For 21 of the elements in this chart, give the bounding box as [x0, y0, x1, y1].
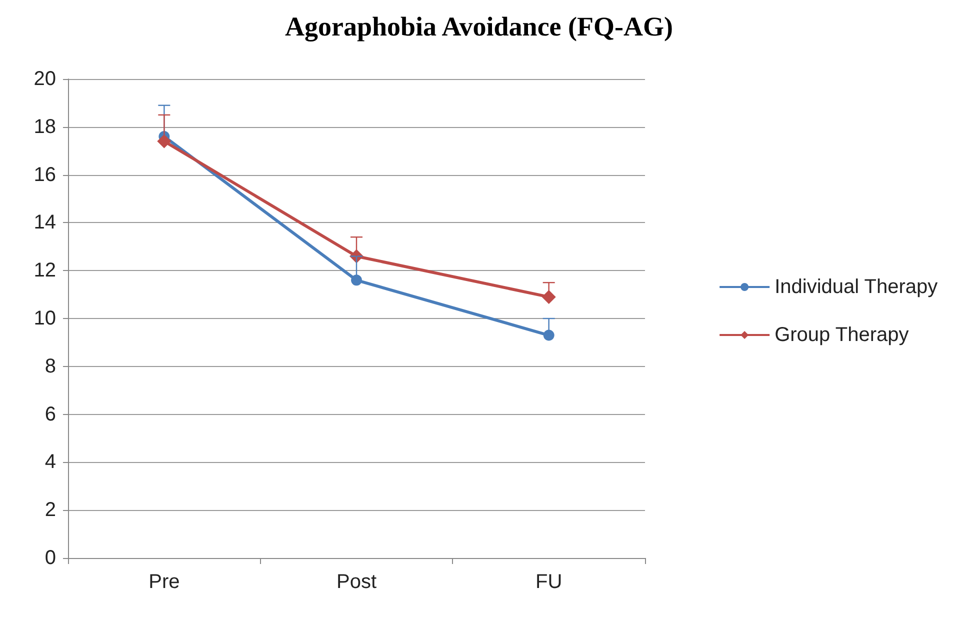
point — [542, 290, 556, 304]
point — [157, 134, 172, 148]
legend-label: Individual Therapy — [774, 276, 938, 298]
y-tick-label: 6 — [44, 403, 56, 426]
x-tick-label: Post — [336, 571, 377, 593]
point — [351, 274, 362, 286]
y-tick-label: 2 — [44, 499, 56, 522]
x-tick-label: FU — [535, 571, 562, 593]
x-tick-label: Pre — [148, 571, 180, 593]
y-tick-label: 8 — [44, 355, 56, 378]
y-tick-label: 4 — [44, 451, 56, 474]
point — [543, 330, 554, 341]
y-tick-label: 12 — [34, 260, 56, 282]
y-tick-label: 0 — [44, 547, 56, 569]
y-tick-label: 14 — [34, 212, 56, 234]
y-tick-label: 20 — [34, 68, 56, 90]
chart-title: Agoraphobia Avoidance (FQ-AG) — [284, 12, 674, 42]
y-tick-label: 18 — [34, 116, 56, 138]
legend-label: Group Therapy — [774, 324, 909, 346]
y-tick-label: 10 — [34, 308, 56, 330]
y-tick-label: 16 — [34, 164, 56, 186]
